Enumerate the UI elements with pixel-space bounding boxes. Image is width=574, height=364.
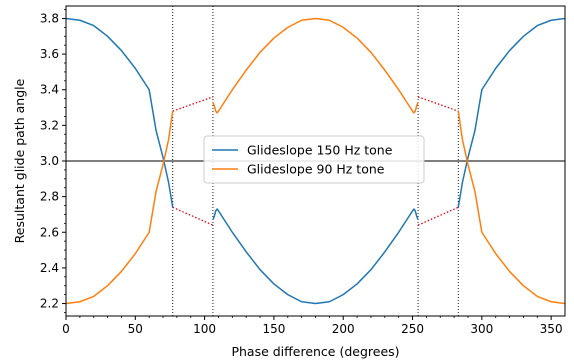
x-tick-label: 0 bbox=[62, 322, 70, 336]
series-1-link-1 bbox=[172, 206, 214, 226]
axes: 0 50 100 150 200 250 300 350 2.2 2.4 2.6 2.8 3.0 3.2 3… bbox=[40, 5, 566, 336]
y-tick-label: 2.8 bbox=[40, 190, 59, 204]
y-tick-label: 3.8 bbox=[40, 11, 59, 25]
series-group bbox=[66, 6, 565, 316]
series-2-link-1 bbox=[172, 96, 214, 112]
series-2-segment-1 bbox=[66, 111, 174, 305]
y-axis-label: Resultant glide path angle bbox=[12, 78, 27, 243]
legend-box bbox=[203, 135, 425, 184]
y-tick-label: 3.6 bbox=[40, 47, 59, 61]
series-1-segment-1 bbox=[66, 17, 174, 208]
x-tick-label: 300 bbox=[470, 322, 493, 336]
series-1-segment-2 bbox=[212, 208, 419, 305]
series-2-segment-3 bbox=[457, 111, 565, 305]
y-tick-label: 2.4 bbox=[40, 261, 59, 275]
plot-area bbox=[66, 6, 565, 316]
x-axis-label: Phase difference (degrees) bbox=[231, 344, 399, 359]
x-tick-label: 150 bbox=[262, 322, 285, 336]
y-tick-label: 3.4 bbox=[40, 83, 59, 97]
y-tick-label: 3.2 bbox=[40, 118, 59, 132]
y-tick-label: 2.2 bbox=[40, 297, 59, 311]
series-2-segment-2 bbox=[212, 17, 419, 114]
y-tick-label: 2.6 bbox=[40, 225, 59, 239]
x-tick-label: 350 bbox=[540, 322, 563, 336]
x-tick-label: 50 bbox=[128, 322, 143, 336]
legend-label-2: Glideslope 90 Hz tone bbox=[247, 162, 385, 177]
series-1-segment-3 bbox=[457, 17, 565, 208]
x-tick-label: 250 bbox=[401, 322, 424, 336]
x-tick-label: 200 bbox=[332, 322, 355, 336]
x-tick-label: 100 bbox=[193, 322, 216, 336]
legend: Glideslope 150 Hz tone Glideslope 90 Hz t… bbox=[203, 135, 425, 184]
legend-label-1: Glideslope 150 Hz tone bbox=[247, 143, 393, 158]
series-2-link-2 bbox=[417, 96, 459, 112]
series-1-link-2 bbox=[417, 206, 459, 226]
y-tick-label: 3.0 bbox=[40, 154, 59, 168]
